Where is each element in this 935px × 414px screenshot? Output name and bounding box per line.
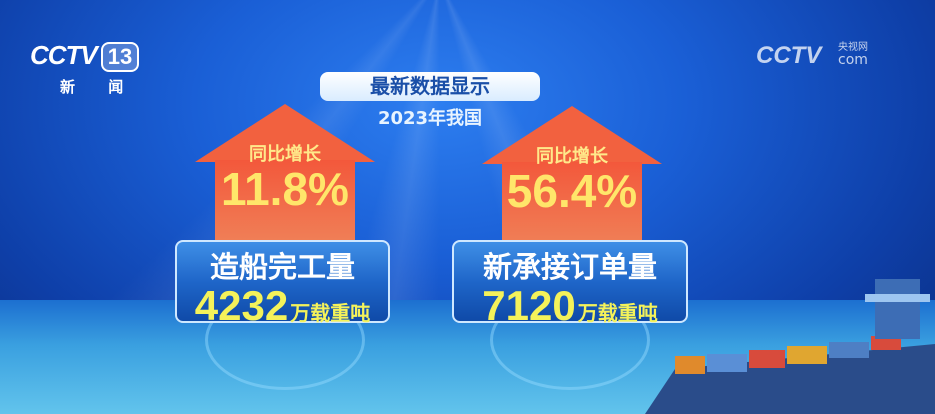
ship-hull xyxy=(645,344,935,414)
container xyxy=(787,346,827,364)
watermark-brand: CCTV xyxy=(756,42,822,69)
bridge-windows xyxy=(865,294,930,302)
arrow-head xyxy=(482,106,662,164)
cctv13-logo: CCTV 13 新 闻 xyxy=(30,40,140,97)
growth-label: 同比增长 xyxy=(536,146,608,167)
container xyxy=(871,336,901,350)
container xyxy=(707,354,747,372)
watermark-cn: 央视网 xyxy=(838,42,868,53)
container-ship-image xyxy=(645,279,935,414)
logo-channel-name: 新 闻 xyxy=(60,78,138,96)
growth-arrow-1: 同比增长 11.8% xyxy=(195,104,375,240)
watermark-suffix: com xyxy=(838,52,868,68)
arrow-shaft xyxy=(215,160,355,240)
growth-value: 11.8% xyxy=(221,163,349,215)
stat-value: 4232 xyxy=(194,282,289,329)
headline: 最新数据显示 xyxy=(320,72,540,101)
ship-bridge xyxy=(875,279,920,339)
logo-channel: 13 xyxy=(100,42,140,72)
container xyxy=(675,356,705,374)
growth-value: 56.4% xyxy=(506,165,638,217)
stat-box-2: 新承接订单量 7120 万载重吨 xyxy=(452,240,688,327)
arrow-shaft xyxy=(502,162,642,242)
logo-brand: CCTV xyxy=(30,40,98,70)
container xyxy=(829,342,869,358)
cctv-com-watermark: CCTV 央视网 com xyxy=(756,42,868,70)
stat-unit: 万载重吨 xyxy=(290,301,371,325)
subheadline: 2023年我国 xyxy=(377,108,483,129)
stat-value: 7120 xyxy=(482,282,576,329)
stat-unit: 万载重吨 xyxy=(577,301,658,325)
growth-label: 同比增长 xyxy=(249,144,321,165)
stat-name: 造船完工量 xyxy=(209,250,355,284)
arrow-head xyxy=(195,104,375,162)
container xyxy=(749,350,785,368)
stat-name: 新承接订单量 xyxy=(482,250,657,284)
stat-box-1: 造船完工量 4232 万载重吨 xyxy=(175,240,390,327)
growth-arrow-2: 同比增长 56.4% xyxy=(482,106,662,242)
